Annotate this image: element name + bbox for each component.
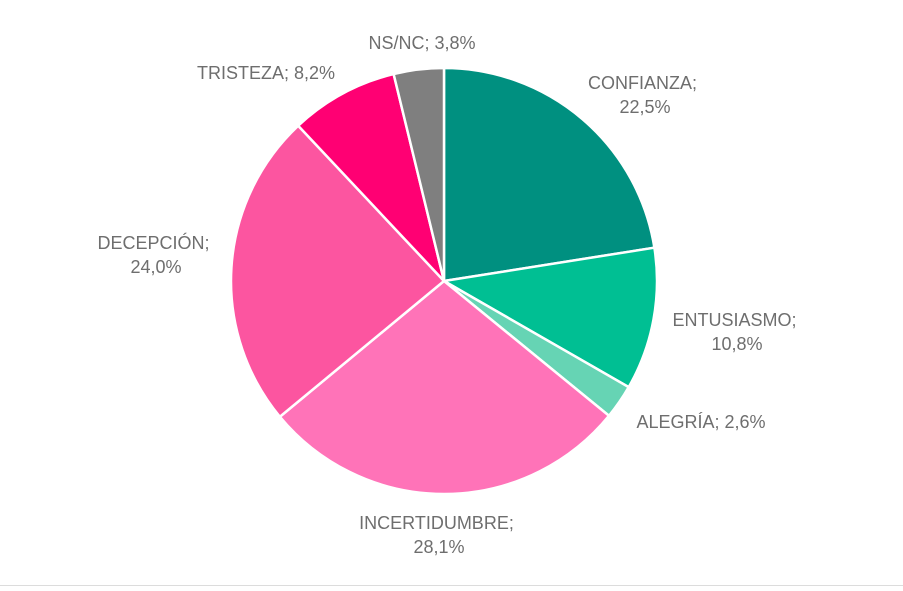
- label-decepcion: DECEPCIÓN; 24,0%: [97, 232, 214, 277]
- label-decepcion-line2: 24,0%: [130, 257, 181, 277]
- label-confianza-line2: 22,5%: [619, 97, 670, 117]
- label-incertidumbre-line1: INCERTIDUMBRE;: [359, 513, 514, 533]
- label-entusiasmo-line1: ENTUSIASMO;: [672, 310, 796, 330]
- label-entusiasmo: ENTUSIASMO; 10,8%: [672, 310, 801, 354]
- label-nsnc-line1: NS/NC; 3,8%: [368, 33, 475, 53]
- pie-slice-incertidumbre: [278, 279, 611, 496]
- pie-slice-confianza: [442, 66, 656, 283]
- label-entusiasmo-line2: 10,8%: [711, 334, 762, 354]
- label-tristeza: TRISTEZA; 8,2%: [197, 63, 335, 83]
- pie-slice-entusiasmo: [442, 246, 659, 389]
- label-confianza-line1: CONFIANZA;: [588, 73, 697, 93]
- pie-slices: [229, 66, 659, 496]
- label-incertidumbre: INCERTIDUMBRE; 28,1%: [359, 513, 519, 557]
- label-incertidumbre-line2: 28,1%: [413, 537, 464, 557]
- pie-slice-decepcion: [229, 124, 446, 419]
- pie-slice-nsnc: [392, 66, 446, 283]
- label-tristeza-line1: TRISTEZA; 8,2%: [197, 63, 335, 83]
- pie-slice-tristeza: [296, 72, 446, 283]
- label-alegria-line1: ALEGRÍA; 2,6%: [636, 412, 765, 432]
- bottom-divider: [0, 585, 903, 586]
- label-nsnc: NS/NC; 3,8%: [368, 33, 475, 53]
- label-alegria: ALEGRÍA; 2,6%: [636, 412, 765, 432]
- label-decepcion-line1: DECEPCIÓN;: [97, 232, 209, 253]
- label-confianza: CONFIANZA; 22,5%: [588, 73, 702, 117]
